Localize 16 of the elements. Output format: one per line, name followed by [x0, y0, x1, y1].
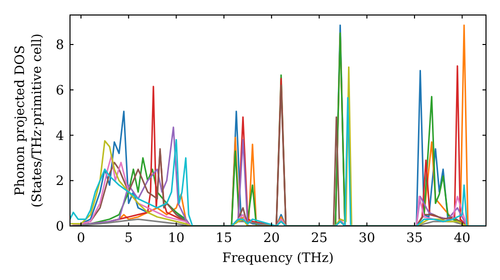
x-tick-label: 30 — [358, 231, 376, 246]
x-tick-label: 0 — [76, 231, 86, 246]
y-tick-label: 6 — [56, 83, 64, 98]
x-tick-label: 15 — [216, 231, 232, 246]
x-tick-label: 5 — [124, 231, 133, 246]
x-tick-label: 25 — [310, 231, 328, 246]
x-tick-label: 35 — [406, 231, 423, 246]
y-tick-label: 4 — [56, 128, 64, 144]
x-tick-label: 40 — [454, 231, 470, 246]
y-tick-label: 0 — [56, 220, 64, 235]
x-tick-label: 20 — [263, 231, 280, 246]
y-tick-label: 2 — [56, 174, 64, 190]
x-tick-label: 10 — [168, 231, 185, 246]
y-tick-label: 8 — [56, 38, 64, 54]
y-axis-title: Phonon projected DOS (States/THz·primitive cell) — [13, 33, 45, 208]
x-axis-title: Frequency (THz) — [222, 251, 334, 266]
